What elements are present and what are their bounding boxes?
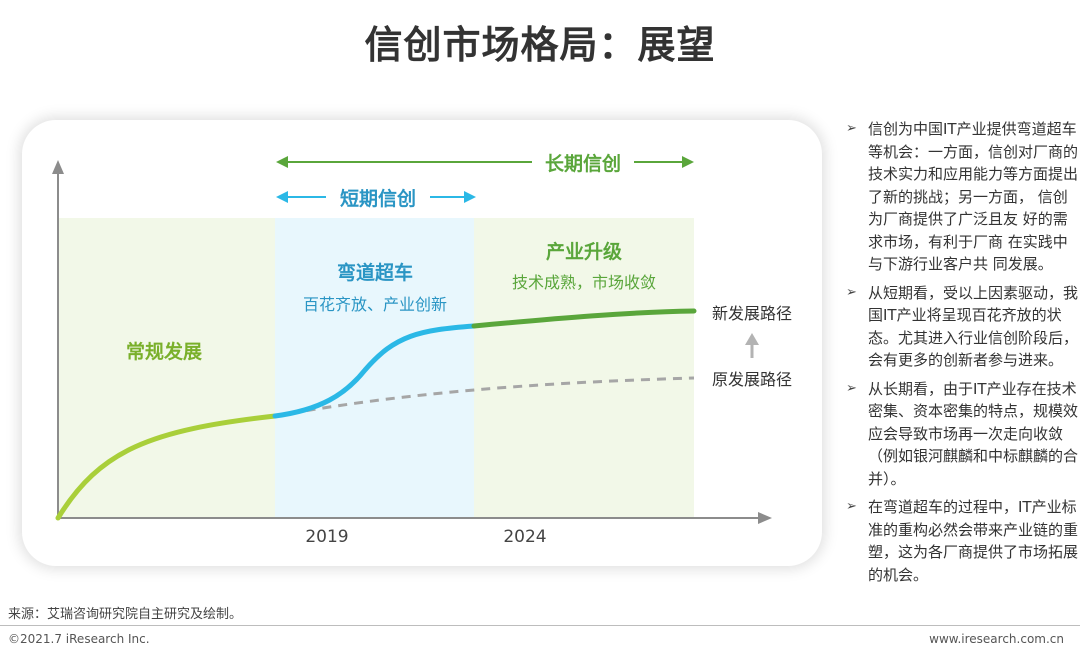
- website-link[interactable]: www.iresearch.com.cn: [929, 632, 1064, 646]
- long-term-right-arrow-icon: [682, 156, 694, 168]
- page-title: 信创市场格局：展望: [364, 23, 716, 67]
- phase-overtaking-sublabel: 百花齐放、产业创新: [303, 295, 447, 314]
- source-note: 来源：艾瑞咨询研究院自主研究及绘制。: [8, 607, 243, 622]
- note-item: ➢ 从长期看，由于IT产业存在技术密集、资本密集的特点，规模效应会导致市场再一次…: [842, 378, 1078, 491]
- phase-upgrade-sublabel: 技术成熟，市场收敛: [512, 273, 656, 292]
- original-path-dashed-curve: [274, 376, 695, 418]
- short-term-left-arrow-icon: [276, 191, 288, 203]
- zone-regular-development: [58, 218, 275, 518]
- insight-notes-list: ➢ 信创为中国IT产业提供弯道超车等机会：一方面，信创对厂商的技术实力和应用能力…: [842, 118, 1078, 592]
- zone-overtaking: [275, 218, 474, 518]
- footer-divider: [0, 625, 1080, 626]
- bullet-arrow-icon: ➢: [846, 499, 857, 514]
- x-axis-arrow-icon: [758, 512, 772, 524]
- note-text: 从长期看，由于IT产业存在技术密集、资本密集的特点，规模效应会导致市场再一次走向…: [868, 379, 1079, 488]
- phase-upgrade-label: 产业升级: [546, 240, 622, 263]
- year-2024-label: 2024: [503, 527, 546, 547]
- old-path-label: 原发展路径: [712, 370, 792, 389]
- zone-industry-upgrade: [474, 218, 694, 518]
- bullet-arrow-icon: ➢: [846, 121, 857, 136]
- phase-overtaking-label: 弯道超车: [337, 261, 413, 284]
- long-term-left-arrow-icon: [276, 156, 288, 168]
- copyright-text: ©2021.7 iResearch Inc.: [8, 632, 150, 646]
- year-2019-label: 2019: [305, 527, 348, 547]
- overtaking-curve: [272, 323, 477, 419]
- note-item: ➢ 从短期看，受以上因素驱动，我国IT产业将呈现百花齐放的状态。尤其进入行业信创…: [842, 282, 1078, 372]
- note-item: ➢ 在弯道超车的过程中，IT产业标准的重构必然会带来产业链的重塑，这为各厂商提供…: [842, 496, 1078, 586]
- short-term-right-arrow-icon: [464, 191, 476, 203]
- upward-shift-arrow-icon: [745, 333, 759, 345]
- bullet-arrow-icon: ➢: [846, 284, 857, 300]
- new-path-label: 新发展路径: [712, 304, 792, 323]
- short-term-label: 短期信创: [340, 187, 416, 210]
- note-text: 从短期看，受以上因素驱动，我国IT产业将呈现百花齐放的状态。尤其进入行业信创阶段…: [868, 283, 1079, 370]
- note-text: 在弯道超车的过程中，IT产业标准的重构必然会带来产业链的重塑，这为各厂商提供了市…: [868, 498, 1079, 584]
- long-term-label: 长期信创: [545, 152, 621, 175]
- y-axis-arrow-icon: [52, 160, 64, 174]
- regular-growth-curve: [55, 413, 278, 521]
- note-text: 信创为中国IT产业提供弯道超车等机会：一方面，信创对厂商的技术实力和应用能力等方…: [868, 120, 1079, 273]
- note-item: ➢ 信创为中国IT产业提供弯道超车等机会：一方面，信创对厂商的技术实力和应用能力…: [842, 118, 1078, 276]
- phase-regular-label: 常规发展: [126, 340, 202, 363]
- bullet-arrow-icon: ➢: [846, 380, 857, 396]
- upgrade-curve: [471, 308, 697, 329]
